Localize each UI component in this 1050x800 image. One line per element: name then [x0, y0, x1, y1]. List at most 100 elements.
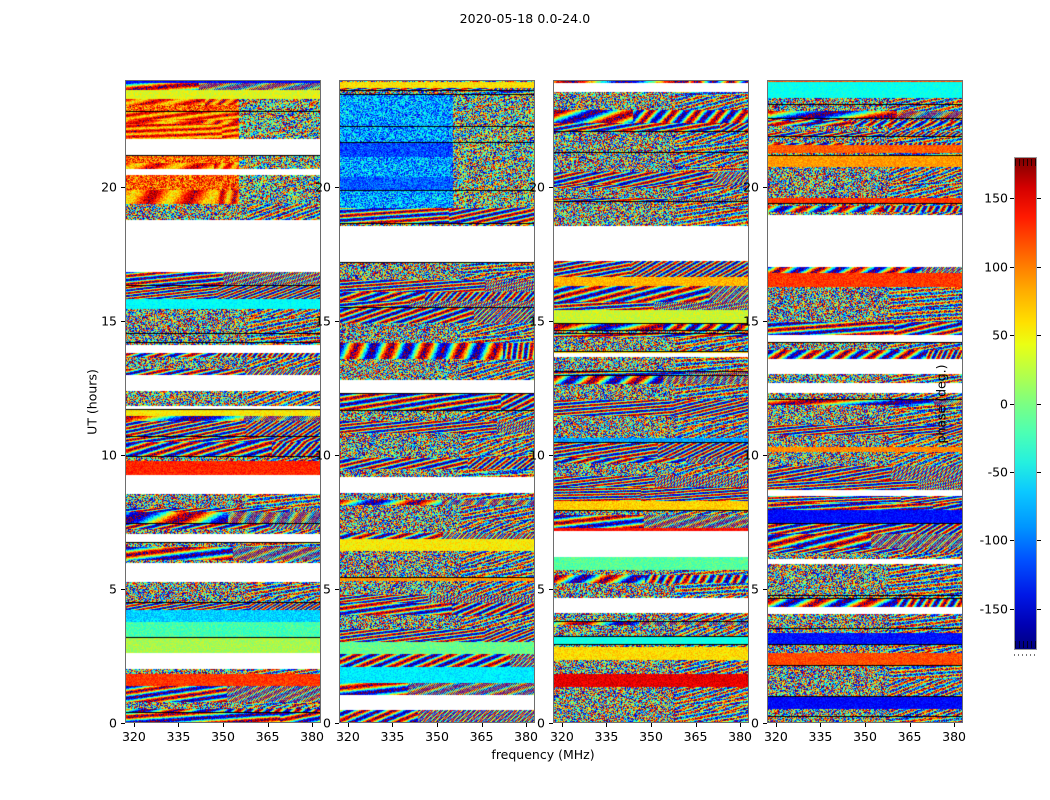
dynamic-spectrum-image-yy — [340, 81, 534, 722]
x-tick-label: 335 — [166, 729, 191, 744]
y-tick-mark — [121, 321, 125, 323]
x-tick-mark — [651, 723, 652, 727]
x-tick-label: 365 — [897, 729, 922, 744]
y-tick-mark — [549, 589, 553, 591]
x-tick-label: 320 — [335, 729, 360, 744]
y-tick-label: 20 — [101, 179, 117, 195]
y-tick-mark — [763, 589, 767, 591]
x-tick-label: 380 — [942, 729, 967, 744]
y-tick-mark — [121, 187, 125, 189]
colorbar-tick-label: 100 — [984, 259, 1008, 275]
x-tick-label: 365 — [255, 729, 280, 744]
x-tick-label: 380 — [728, 729, 753, 744]
x-tick-mark — [347, 723, 349, 727]
y-tick-mark — [549, 321, 553, 323]
colorbar-label: phase (deg.) — [933, 364, 949, 443]
plot-panel-xy[interactable]: XY, V9*V14=EA07*EA27 — [553, 80, 749, 723]
x-tick-label: 365 — [469, 729, 494, 744]
y-tick-label: 5 — [537, 581, 545, 597]
y-tick-mark — [763, 187, 767, 189]
x-tick-label: 335 — [594, 729, 619, 744]
x-tick-label: 380 — [300, 729, 325, 744]
x-tick-label: 350 — [853, 729, 877, 744]
y-tick-mark — [549, 187, 553, 189]
colorbar-tick-label: 50 — [992, 327, 1008, 343]
y-tick-label: 5 — [323, 581, 331, 597]
colorbar-extend-bottom-icon — [1015, 641, 1036, 648]
x-tick-mark — [865, 723, 866, 727]
y-tick-label: 20 — [315, 179, 331, 195]
x-tick-mark — [178, 723, 180, 727]
x-tick-mark — [740, 723, 742, 727]
y-tick-label: 0 — [751, 715, 759, 731]
y-tick-label: 0 — [109, 715, 117, 731]
y-tick-label: 10 — [315, 447, 331, 463]
x-tick-label: 350 — [639, 729, 663, 744]
y-tick-label: 0 — [323, 715, 331, 731]
y-tick-label: 10 — [743, 447, 759, 463]
y-tick-label: 15 — [101, 313, 117, 329]
colorbar-tick-mark — [1010, 403, 1014, 405]
x-tick-mark — [133, 723, 135, 727]
colorbar-tick-mark — [1037, 608, 1041, 610]
colorbar-gradient — [1014, 157, 1037, 650]
colorbar-tick-label: -50 — [987, 464, 1008, 480]
y-tick-label: 0 — [537, 715, 545, 731]
x-tick-mark — [695, 723, 697, 727]
colorbar-tick-mark — [1010, 266, 1014, 268]
x-tick-mark — [954, 723, 956, 727]
y-tick-label: 15 — [315, 313, 331, 329]
x-tick-label: 320 — [763, 729, 788, 744]
x-tick-mark — [820, 723, 822, 727]
figure-suptitle: 2020-05-18 0.0-24.0 — [459, 11, 591, 26]
x-tick-label: 350 — [211, 729, 235, 744]
y-tick-mark — [763, 723, 767, 724]
colorbar-tick-mark — [1037, 198, 1041, 200]
colorbar-tick-label: -150 — [979, 601, 1008, 617]
y-tick-label: 20 — [529, 179, 545, 195]
y-tick-mark — [121, 589, 125, 591]
x-tick-mark — [775, 723, 777, 727]
x-tick-mark — [312, 723, 314, 727]
y-tick-mark — [549, 455, 553, 457]
y-tick-mark — [335, 723, 339, 724]
x-tick-label: 350 — [425, 729, 449, 744]
x-tick-label: 380 — [514, 729, 539, 744]
y-tick-label: 20 — [743, 179, 759, 195]
plot-panel-yy[interactable]: YY, V9*V14=EA07*EA27 — [339, 80, 535, 723]
colorbar-tick-mark — [1010, 608, 1014, 610]
x-tick-mark — [526, 723, 528, 727]
colorbar-tick-mark — [1037, 471, 1041, 473]
x-tick-label: 320 — [549, 729, 574, 744]
colorbar-tick-label: 0 — [1000, 396, 1008, 411]
colorbar-tick-label: 150 — [984, 190, 1008, 206]
colorbar-tick-mark — [1010, 198, 1014, 200]
x-axis-label: frequency (MHz) — [491, 747, 595, 762]
x-tick-label: 320 — [121, 729, 146, 744]
plot-panel-yx[interactable]: YX, V9*V14=EA07*EA27 — [767, 80, 963, 723]
plot-panel-xx[interactable]: XX, V9*V14=EA07*EA27 — [125, 80, 321, 723]
dynamic-spectrum-image-xx — [126, 81, 320, 722]
y-tick-label: 5 — [109, 581, 117, 597]
y-tick-mark — [763, 321, 767, 323]
y-tick-label: 15 — [743, 313, 759, 329]
x-tick-label: 335 — [380, 729, 405, 744]
y-tick-mark — [335, 589, 339, 591]
x-tick-mark — [561, 723, 563, 727]
x-tick-mark — [606, 723, 608, 727]
x-tick-mark — [267, 723, 269, 727]
x-tick-mark — [437, 723, 438, 727]
y-tick-mark — [121, 455, 125, 457]
colorbar[interactable] — [1014, 157, 1037, 650]
y-tick-mark — [763, 455, 767, 457]
x-tick-mark — [392, 723, 394, 727]
colorbar-tick-label: -100 — [979, 532, 1008, 548]
y-tick-label: 5 — [751, 581, 759, 597]
y-tick-mark — [335, 455, 339, 457]
x-tick-mark — [223, 723, 224, 727]
colorbar-tick-mark — [1010, 540, 1014, 542]
colorbar-extend-top-icon — [1015, 159, 1036, 166]
colorbar-tick-mark — [1037, 540, 1041, 542]
dynamic-spectrum-image-yx — [768, 81, 962, 722]
y-tick-mark — [121, 723, 125, 724]
